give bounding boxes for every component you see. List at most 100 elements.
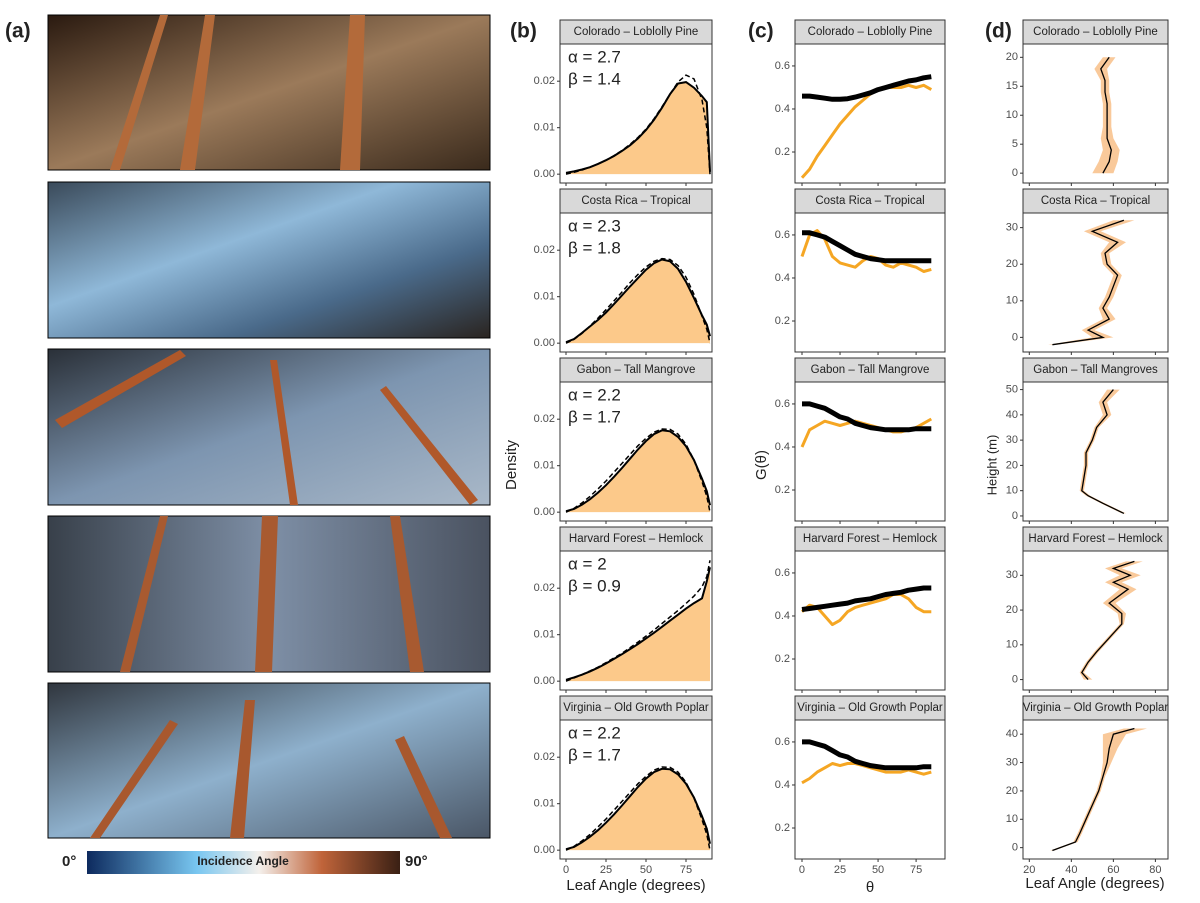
y-tick-label: 15 <box>1006 80 1018 92</box>
facet-strip <box>1022 526 1169 552</box>
facet-strip <box>559 188 713 214</box>
facet-title: Costa Rica – Tropical <box>1041 195 1150 207</box>
density-area <box>566 82 710 175</box>
photo-panel: 0° Incidence Angle 90° <box>47 14 491 874</box>
density-area <box>566 430 710 513</box>
x-axis-title: θ <box>866 879 874 896</box>
y-tick-label: 0.2 <box>775 653 790 665</box>
ribbon <box>1079 561 1143 680</box>
g-line <box>801 585 932 612</box>
y-tick-label: 0.00 <box>534 337 555 349</box>
y-tick-label: 0.4 <box>775 779 790 791</box>
ribbon <box>1048 220 1135 345</box>
x-tick-label: 0 <box>563 864 569 876</box>
lidar-image <box>47 14 491 171</box>
y-tick-label: 10 <box>1006 295 1018 307</box>
fit-line <box>565 766 711 851</box>
y-tick-label: 0.01 <box>534 798 555 810</box>
y-tick-label: 30 <box>1006 434 1018 446</box>
g-line <box>802 401 932 433</box>
plot-border <box>794 550 946 691</box>
x-tick-label: 75 <box>680 864 692 876</box>
x-tick-label: 75 <box>910 864 922 876</box>
y-tick-label: 0.2 <box>775 146 790 158</box>
x-axis-title: Leaf Angle (degrees) <box>1025 875 1164 892</box>
y-tick-label: 0.6 <box>775 398 790 410</box>
y-tick-label: 0.02 <box>534 75 555 87</box>
profile-line <box>1081 389 1125 514</box>
y-tick-label: 0.4 <box>775 272 790 284</box>
facet-strip <box>559 19 713 45</box>
plot-area <box>795 44 945 183</box>
y-tick-label: 0.2 <box>775 822 790 834</box>
annotation: β = 1.7 <box>568 407 621 426</box>
colorbar-title: Incidence Angle <box>197 854 289 868</box>
density-line <box>565 767 711 851</box>
y-tick-label: 0.6 <box>775 229 790 241</box>
y-tick-label: 0.01 <box>534 122 555 134</box>
annotation: β = 1.4 <box>568 69 621 88</box>
y-tick-label: 30 <box>1006 222 1018 234</box>
annotation: α = 2.7 <box>568 47 621 66</box>
y-tick-label: 0.00 <box>534 506 555 518</box>
y-tick-label: 20 <box>1006 785 1018 797</box>
facet-title: Harvard Forest – Hemlock <box>1028 533 1162 545</box>
y-tick-label: 40 <box>1006 409 1018 421</box>
profile-line <box>1080 560 1135 681</box>
y-tick-label: 50 <box>1006 383 1018 395</box>
y-tick-label: 0.4 <box>775 610 790 622</box>
facet-title: Harvard Forest – Hemlock <box>569 533 703 545</box>
facet-title: Colorado – Loblolly Pine <box>808 26 933 38</box>
y-tick-label: 0.02 <box>534 413 555 425</box>
x-tick-label: 0 <box>799 864 805 876</box>
y-tick-label: 0.02 <box>534 582 555 594</box>
plot-area <box>1023 551 1168 690</box>
y-tick-label: 20 <box>1006 258 1018 270</box>
x-tick-label: 25 <box>834 864 846 876</box>
x-tick-label: 50 <box>872 864 884 876</box>
y-tick-label: 0.4 <box>775 441 790 453</box>
facet-strip <box>794 19 946 45</box>
facet-title: Gabon – Tall Mangrove <box>577 364 696 376</box>
facet-strip <box>794 357 946 383</box>
y-tick-label: 0 <box>1012 842 1018 854</box>
annotation: β = 1.7 <box>568 745 621 764</box>
g-line <box>802 230 932 264</box>
plot-border <box>1022 212 1169 353</box>
plot-border <box>559 719 713 860</box>
y-axis-title: Height (m) <box>984 435 999 496</box>
y-tick-label: 0.4 <box>775 103 790 115</box>
y-tick-label: 0 <box>1012 167 1018 179</box>
facet-title: Costa Rica – Tropical <box>815 195 924 207</box>
colorbar-min-label: 0° <box>62 853 76 870</box>
annotation: α = 2.3 <box>568 216 621 235</box>
facet-title: Virginia – Old Growth Poplar <box>797 702 943 714</box>
y-tick-label: 0.01 <box>534 291 555 303</box>
y-tick-label: 0 <box>1012 331 1018 343</box>
plot-border <box>1022 550 1169 691</box>
x-tick-label: 40 <box>1065 864 1077 876</box>
x-tick-label: 20 <box>1023 864 1035 876</box>
annotation: β = 0.9 <box>568 576 621 595</box>
g-line <box>802 739 932 771</box>
fit-line <box>565 74 711 175</box>
density-area <box>566 768 710 851</box>
g-line <box>800 83 933 179</box>
y-tick-label: 10 <box>1006 813 1018 825</box>
x-tick-label: 60 <box>1107 864 1119 876</box>
facet-title: Virginia – Old Growth Poplar <box>563 702 709 714</box>
colorbar <box>87 851 400 874</box>
y-tick-label: 0.02 <box>534 244 555 256</box>
facet-strip <box>559 357 713 383</box>
y-tick-label: 0.01 <box>534 629 555 641</box>
lidar-image <box>47 181 491 339</box>
plot-border <box>559 43 713 184</box>
plot-area <box>795 720 945 859</box>
y-tick-label: 5 <box>1012 138 1018 150</box>
y-tick-label: 0.01 <box>534 460 555 472</box>
plot-border <box>794 719 946 860</box>
plot-border <box>559 550 713 691</box>
y-tick-label: 10 <box>1006 485 1018 497</box>
fit-line <box>565 428 711 513</box>
